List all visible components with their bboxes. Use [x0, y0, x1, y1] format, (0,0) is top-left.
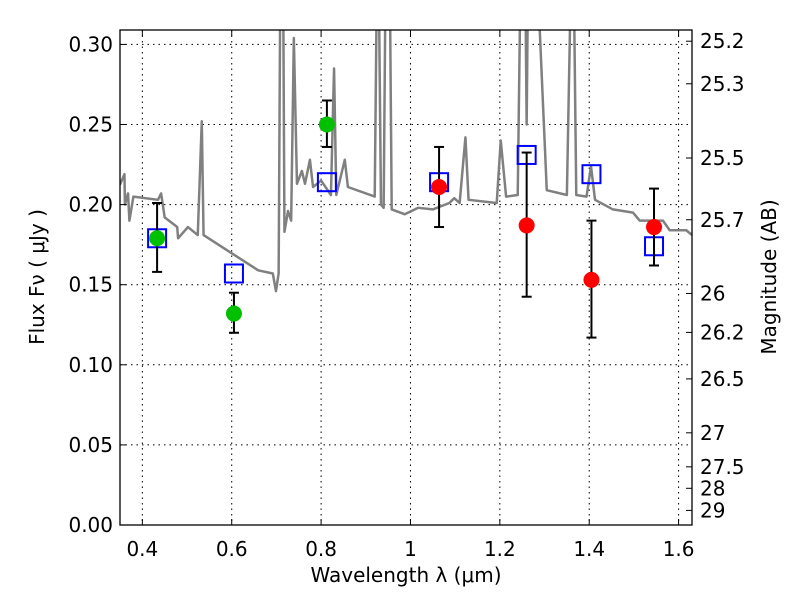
model-square-marker [223, 263, 244, 284]
right-tick-label: 26.5 [700, 367, 745, 391]
data-point-group [583, 219, 600, 339]
right-tick-label: 25.3 [700, 72, 745, 96]
model-square-marker [581, 164, 602, 185]
x-tick-label: 0.6 [216, 537, 248, 561]
model-square-marker [316, 172, 337, 193]
data-point [225, 305, 242, 322]
x-tick-label: 1 [404, 537, 417, 561]
x-axis-label: Wavelength λ (μm) [310, 563, 501, 587]
x-tick-label: 0.4 [126, 537, 158, 561]
right-tick-label: 29 [700, 498, 725, 522]
data-point-group [518, 151, 535, 298]
x-tick-label: 1.6 [663, 537, 695, 561]
y-tick-label: 0.20 [68, 193, 113, 217]
right-tick-label: 25.2 [700, 29, 745, 53]
right-tick-label: 25.5 [700, 146, 745, 170]
spectrum-line [120, 30, 692, 293]
right-tick-label: 28 [700, 476, 725, 500]
data-point-group [318, 99, 335, 148]
right-tick-label: 25.7 [700, 208, 745, 232]
y-tick-label: 0.05 [68, 433, 113, 457]
y-tick-label: 0.10 [68, 353, 113, 377]
data-point-group [149, 202, 166, 273]
axis-ticks: 0.4 0.6 0.8 1 1.2 1.4 1.6 0.00 0.05 0.10 0.15 0.20 0… [68, 29, 744, 561]
right-tick-label: 26.2 [700, 320, 745, 344]
data-point-group [431, 145, 448, 229]
data-point [431, 178, 448, 195]
y-axis-label: Flux Fν ( μJy ) [25, 209, 49, 345]
x-tick-label: 1.4 [573, 537, 605, 561]
data-point [318, 116, 335, 133]
data-point [149, 230, 166, 247]
right-tick-label: 27.5 [700, 455, 745, 479]
data-point-group [225, 291, 242, 334]
y-tick-label: 0.00 [68, 513, 113, 537]
data-point [583, 271, 600, 288]
x-tick-label: 1.2 [484, 537, 516, 561]
right-tick-label: 26 [700, 281, 725, 305]
y-tick-label: 0.30 [68, 32, 113, 56]
y-tick-label: 0.25 [68, 113, 113, 137]
right-axis-label: Magnitude (AB) [757, 199, 781, 354]
plot-marks [120, 30, 692, 339]
y-tick-label: 0.15 [68, 273, 113, 297]
plot-background [120, 30, 692, 525]
data-point-group [646, 187, 663, 267]
x-tick-label: 0.8 [305, 537, 337, 561]
plot-frame [119, 29, 693, 526]
data-point [646, 219, 663, 236]
data-point [518, 217, 535, 234]
right-tick-label: 27 [700, 421, 725, 445]
